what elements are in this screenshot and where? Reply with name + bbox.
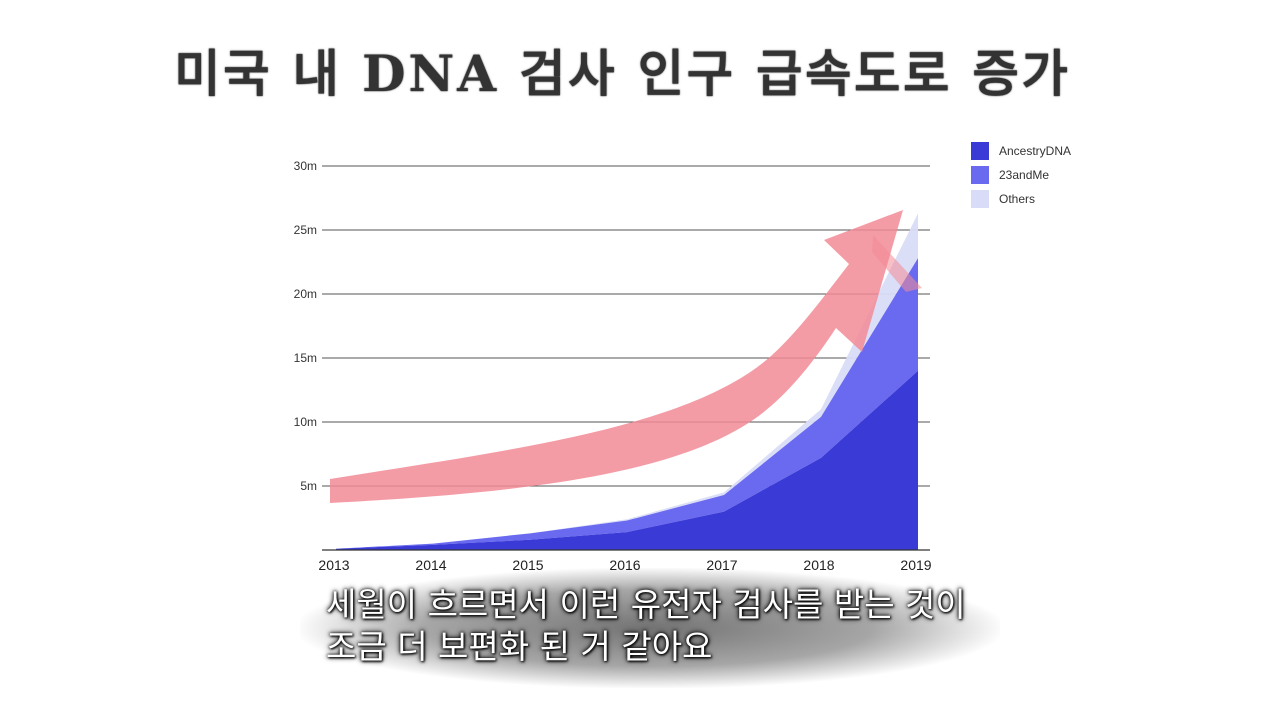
area-ancestrydna [336, 370, 918, 550]
subtitle-backdrop [300, 568, 1000, 688]
legend-swatch [971, 166, 989, 184]
chart-series [336, 213, 918, 550]
legend-label: 23andMe [999, 168, 1049, 182]
y-tick-label: 5m [300, 479, 317, 493]
y-tick-label: 30m [294, 159, 317, 173]
legend-swatch [971, 142, 989, 160]
y-tick-label: 20m [294, 287, 317, 301]
chart-legend: AncestryDNA 23andMe Others [971, 142, 1071, 208]
legend-swatch [971, 190, 989, 208]
y-tick-label: 10m [294, 415, 317, 429]
subtitle-line-1: 세월이 흐르면서 이런 유전자 검사를 받는 것이 [326, 585, 966, 624]
subtitle-line-2: 조금 더 보편화 된 거 같아요 [326, 627, 713, 666]
trend-arrow-tail [872, 235, 922, 292]
legend-label: AncestryDNA [999, 144, 1071, 158]
area-23andme [336, 258, 918, 549]
y-tick-label: 15m [294, 351, 317, 365]
y-tick-label: 25m [294, 223, 317, 237]
trend-arrow-shape [330, 210, 903, 503]
legend-label: Others [999, 192, 1035, 206]
page-title: 미국 내 DNA 검사 인구 급속도로 증가 [174, 44, 1071, 103]
trend-arrow [330, 210, 922, 503]
